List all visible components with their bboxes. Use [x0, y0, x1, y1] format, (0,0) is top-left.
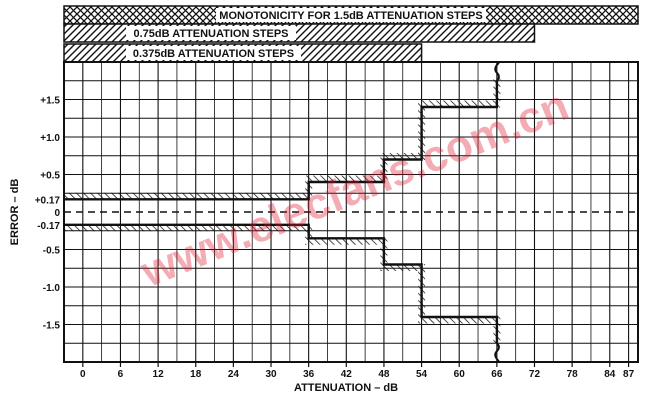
- x-tick-label: 0: [80, 369, 86, 380]
- y-tick-label: +1.0: [40, 133, 60, 144]
- x-tick-label: 84: [604, 369, 616, 380]
- upper-error-bound: [64, 80, 499, 201]
- x-tick-label: 78: [567, 369, 579, 380]
- x-tick-label: 60: [454, 369, 466, 380]
- watermark-text: www.elecfans.com.cn: [134, 81, 576, 297]
- y-axis-label: ERROR – dB: [9, 179, 21, 246]
- x-tick-label: 6: [118, 369, 124, 380]
- y-tick-label: +0.5: [40, 171, 60, 182]
- bound-end-break: [494, 342, 500, 362]
- band-label-3: 0.375dB ATTENUATION STEPS: [133, 48, 294, 60]
- y-tick-labels: +1.5 +1.0 +0.5 +0.17 0 -0.17 -0.5 -1.0 -1.5: [35, 96, 61, 332]
- x-tick-label: 48: [378, 369, 390, 380]
- watermark: www.elecfans.com.cn: [134, 81, 576, 297]
- x-tick-label: 54: [416, 369, 428, 380]
- y-tick-label: -0.5: [43, 246, 61, 257]
- y-tick-label: 0: [54, 208, 60, 219]
- x-tick-label: 18: [190, 369, 202, 380]
- x-tick-label: 36: [303, 369, 315, 380]
- band-label-2: 0.75dB ATTENUATION STEPS: [133, 28, 288, 40]
- x-tick-label: 30: [265, 369, 277, 380]
- step-bands: MONOTONICITY FOR 1.5dB ATTENUATION STEPS…: [63, 5, 639, 63]
- band-label-bg-1: [216, 8, 486, 22]
- x-tick-label: 24: [228, 369, 240, 380]
- y-tick-label: -1.5: [43, 321, 61, 332]
- y-tick-label: -1.0: [43, 283, 61, 294]
- band-label-1: MONOTONICITY FOR 1.5dB ATTENUATION STEPS: [219, 10, 482, 22]
- band-label-bg-3: [126, 46, 301, 60]
- x-tick-label: 12: [153, 369, 165, 380]
- y-tick-label: +1.5: [40, 96, 60, 107]
- x-tick-labels: 0 6 12 18 24 30 36 42 48 54 60 66 72 78 84 87: [80, 369, 635, 380]
- y-tick-label: -0.17: [37, 221, 60, 232]
- bound-end-break: [494, 62, 500, 82]
- y-tick-label: +0.17: [35, 195, 61, 206]
- x-tick-label: 66: [491, 369, 503, 380]
- error-series: [64, 62, 638, 362]
- lower-error-bound: [64, 223, 499, 344]
- x-tick-label: 42: [341, 369, 353, 380]
- x-tick-label: 87: [623, 369, 635, 380]
- band-label-bg-2: [126, 26, 296, 40]
- x-tick-label: 72: [529, 369, 541, 380]
- x-axis-label: ATTENUATION – dB: [294, 382, 398, 394]
